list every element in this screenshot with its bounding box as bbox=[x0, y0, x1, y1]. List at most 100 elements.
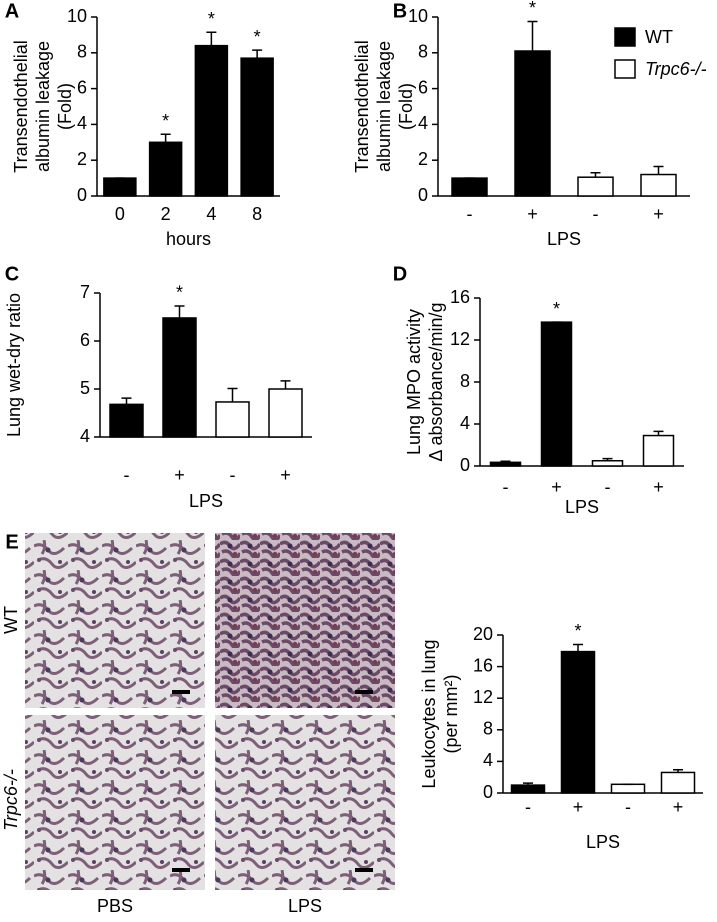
bar bbox=[660, 771, 696, 794]
error-bar bbox=[653, 430, 664, 436]
x-tick-label: + bbox=[653, 477, 664, 497]
x-tick-label: + bbox=[673, 797, 684, 817]
panel-label: B bbox=[393, 0, 407, 22]
scale-bar bbox=[172, 868, 190, 872]
error-bar bbox=[527, 20, 538, 52]
scale-bar bbox=[172, 690, 190, 694]
image-ko-lps bbox=[215, 715, 395, 890]
y-tick-label: 4 bbox=[77, 113, 87, 133]
bar bbox=[162, 317, 197, 438]
y-tick-label: 7 bbox=[80, 282, 90, 302]
legend-label: Trpc6-/- bbox=[645, 59, 707, 79]
bar bbox=[489, 461, 522, 467]
y-tick-label: 12 bbox=[473, 687, 493, 707]
error-bar bbox=[174, 305, 185, 318]
y-tick-label: 16 bbox=[473, 655, 493, 675]
bar bbox=[577, 176, 614, 197]
y-tick-label: 2 bbox=[418, 149, 428, 169]
error-bar bbox=[160, 133, 171, 143]
significance-marker: * bbox=[529, 0, 536, 18]
y-tick-label: 8 bbox=[77, 42, 87, 62]
bar bbox=[642, 434, 675, 467]
panel-label: D bbox=[393, 263, 407, 285]
error-bar bbox=[227, 387, 238, 402]
y-axis-label: Lung MPO activity bbox=[404, 309, 424, 455]
bar bbox=[148, 141, 183, 197]
legend-swatch bbox=[614, 59, 636, 79]
significance-marker: * bbox=[176, 283, 183, 303]
y-tick-label: 20 bbox=[473, 624, 493, 644]
y-axis-label: Lung wet-dry ratio bbox=[4, 293, 24, 437]
bar bbox=[510, 784, 546, 794]
x-axis-label: LPS bbox=[547, 229, 581, 249]
y-tick-label: 6 bbox=[418, 77, 428, 97]
y-tick-label: 16 bbox=[450, 287, 470, 307]
bar bbox=[591, 460, 624, 467]
x-tick-label: - bbox=[625, 797, 631, 817]
x-tick-label: - bbox=[124, 465, 130, 485]
bar bbox=[451, 177, 488, 197]
error-bar bbox=[602, 457, 613, 461]
panel-label: C bbox=[5, 263, 19, 285]
y-tick-label: 6 bbox=[80, 330, 90, 350]
error-bar bbox=[252, 49, 263, 59]
column-label: LPS bbox=[288, 896, 322, 916]
row-label: Trpc6-/- bbox=[1, 769, 21, 831]
x-tick-label: + bbox=[280, 465, 291, 485]
legend-label: WT bbox=[645, 27, 673, 47]
bar bbox=[215, 401, 250, 438]
x-tick-label: - bbox=[230, 465, 236, 485]
y-tick-label: 0 bbox=[77, 185, 87, 205]
y-tick-label: 4 bbox=[418, 113, 428, 133]
error-bar bbox=[121, 397, 132, 405]
y-axis-label: albumin leakage bbox=[374, 41, 394, 172]
error-bar bbox=[523, 782, 533, 786]
y-tick-label: 2 bbox=[77, 149, 87, 169]
column-label: PBS bbox=[97, 896, 133, 916]
x-tick-label: - bbox=[525, 797, 531, 817]
panel-label: E bbox=[5, 531, 18, 553]
y-tick-label: 5 bbox=[80, 378, 90, 398]
y-tick-label: 10 bbox=[408, 6, 428, 26]
error-bar bbox=[206, 31, 217, 46]
x-tick-label: - bbox=[503, 477, 509, 497]
y-tick-label: 0 bbox=[483, 782, 493, 802]
legend-swatch bbox=[614, 27, 636, 47]
y-axis-label: Transendothelial bbox=[352, 40, 372, 172]
y-axis-label: (per mm²) bbox=[441, 675, 461, 754]
y-tick-label: 0 bbox=[418, 185, 428, 205]
y-tick-label: 0 bbox=[460, 455, 470, 475]
panel-label: A bbox=[5, 0, 19, 22]
y-tick-label: 8 bbox=[483, 719, 493, 739]
significance-marker: * bbox=[254, 27, 261, 47]
bar bbox=[640, 173, 677, 197]
significance-marker: * bbox=[208, 9, 215, 29]
histology-images: WT Trpc6-/- PBS LPS bbox=[1, 533, 395, 916]
y-axis-label: Transendothelial bbox=[11, 40, 31, 172]
y-tick-label: 10 bbox=[67, 6, 87, 26]
bar bbox=[560, 650, 596, 794]
x-axis-label: LPS bbox=[586, 832, 620, 852]
y-tick-label: 6 bbox=[77, 77, 87, 97]
x-axis-label: hours bbox=[166, 229, 211, 249]
x-tick-label: + bbox=[551, 477, 562, 497]
y-axis-label: (Fold) bbox=[396, 83, 416, 130]
y-tick-label: 4 bbox=[483, 750, 493, 770]
bar bbox=[514, 50, 551, 197]
x-tick-label: - bbox=[605, 477, 611, 497]
x-tick-label: - bbox=[467, 204, 473, 224]
x-tick-label: 2 bbox=[161, 204, 171, 224]
significance-marker: * bbox=[574, 621, 581, 641]
x-tick-label: + bbox=[573, 797, 584, 817]
bar bbox=[268, 388, 303, 438]
bar bbox=[540, 321, 573, 467]
image-wt-lps bbox=[215, 533, 395, 708]
scale-bar bbox=[355, 690, 373, 694]
y-axis-label: Leukocytes in lung bbox=[419, 639, 439, 788]
error-bar bbox=[590, 171, 601, 178]
x-axis-label: LPS bbox=[565, 497, 599, 517]
y-axis-label: albumin leakage bbox=[33, 41, 53, 172]
row-label: WT bbox=[1, 606, 21, 634]
error-bar bbox=[280, 380, 291, 389]
x-tick-label: 4 bbox=[206, 204, 216, 224]
